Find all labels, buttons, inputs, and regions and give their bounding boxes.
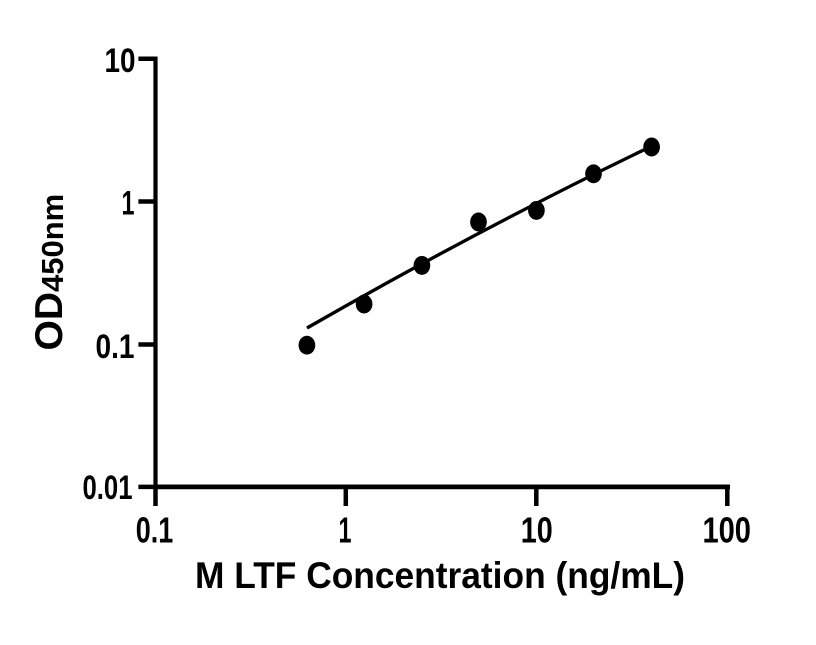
svg-text:OD450nm: OD450nm (28, 194, 71, 351)
svg-text:10: 10 (105, 42, 136, 80)
svg-text:1: 1 (122, 185, 135, 223)
svg-text:0.01: 0.01 (83, 469, 133, 507)
svg-text:10: 10 (521, 510, 553, 551)
svg-text:M LTF Concentration (ng/mL): M LTF Concentration (ng/mL) (195, 555, 685, 596)
svg-text:100: 100 (702, 510, 751, 551)
svg-text:1: 1 (339, 510, 352, 551)
svg-text:0.1: 0.1 (136, 510, 174, 551)
svg-text:0.1: 0.1 (96, 328, 135, 366)
